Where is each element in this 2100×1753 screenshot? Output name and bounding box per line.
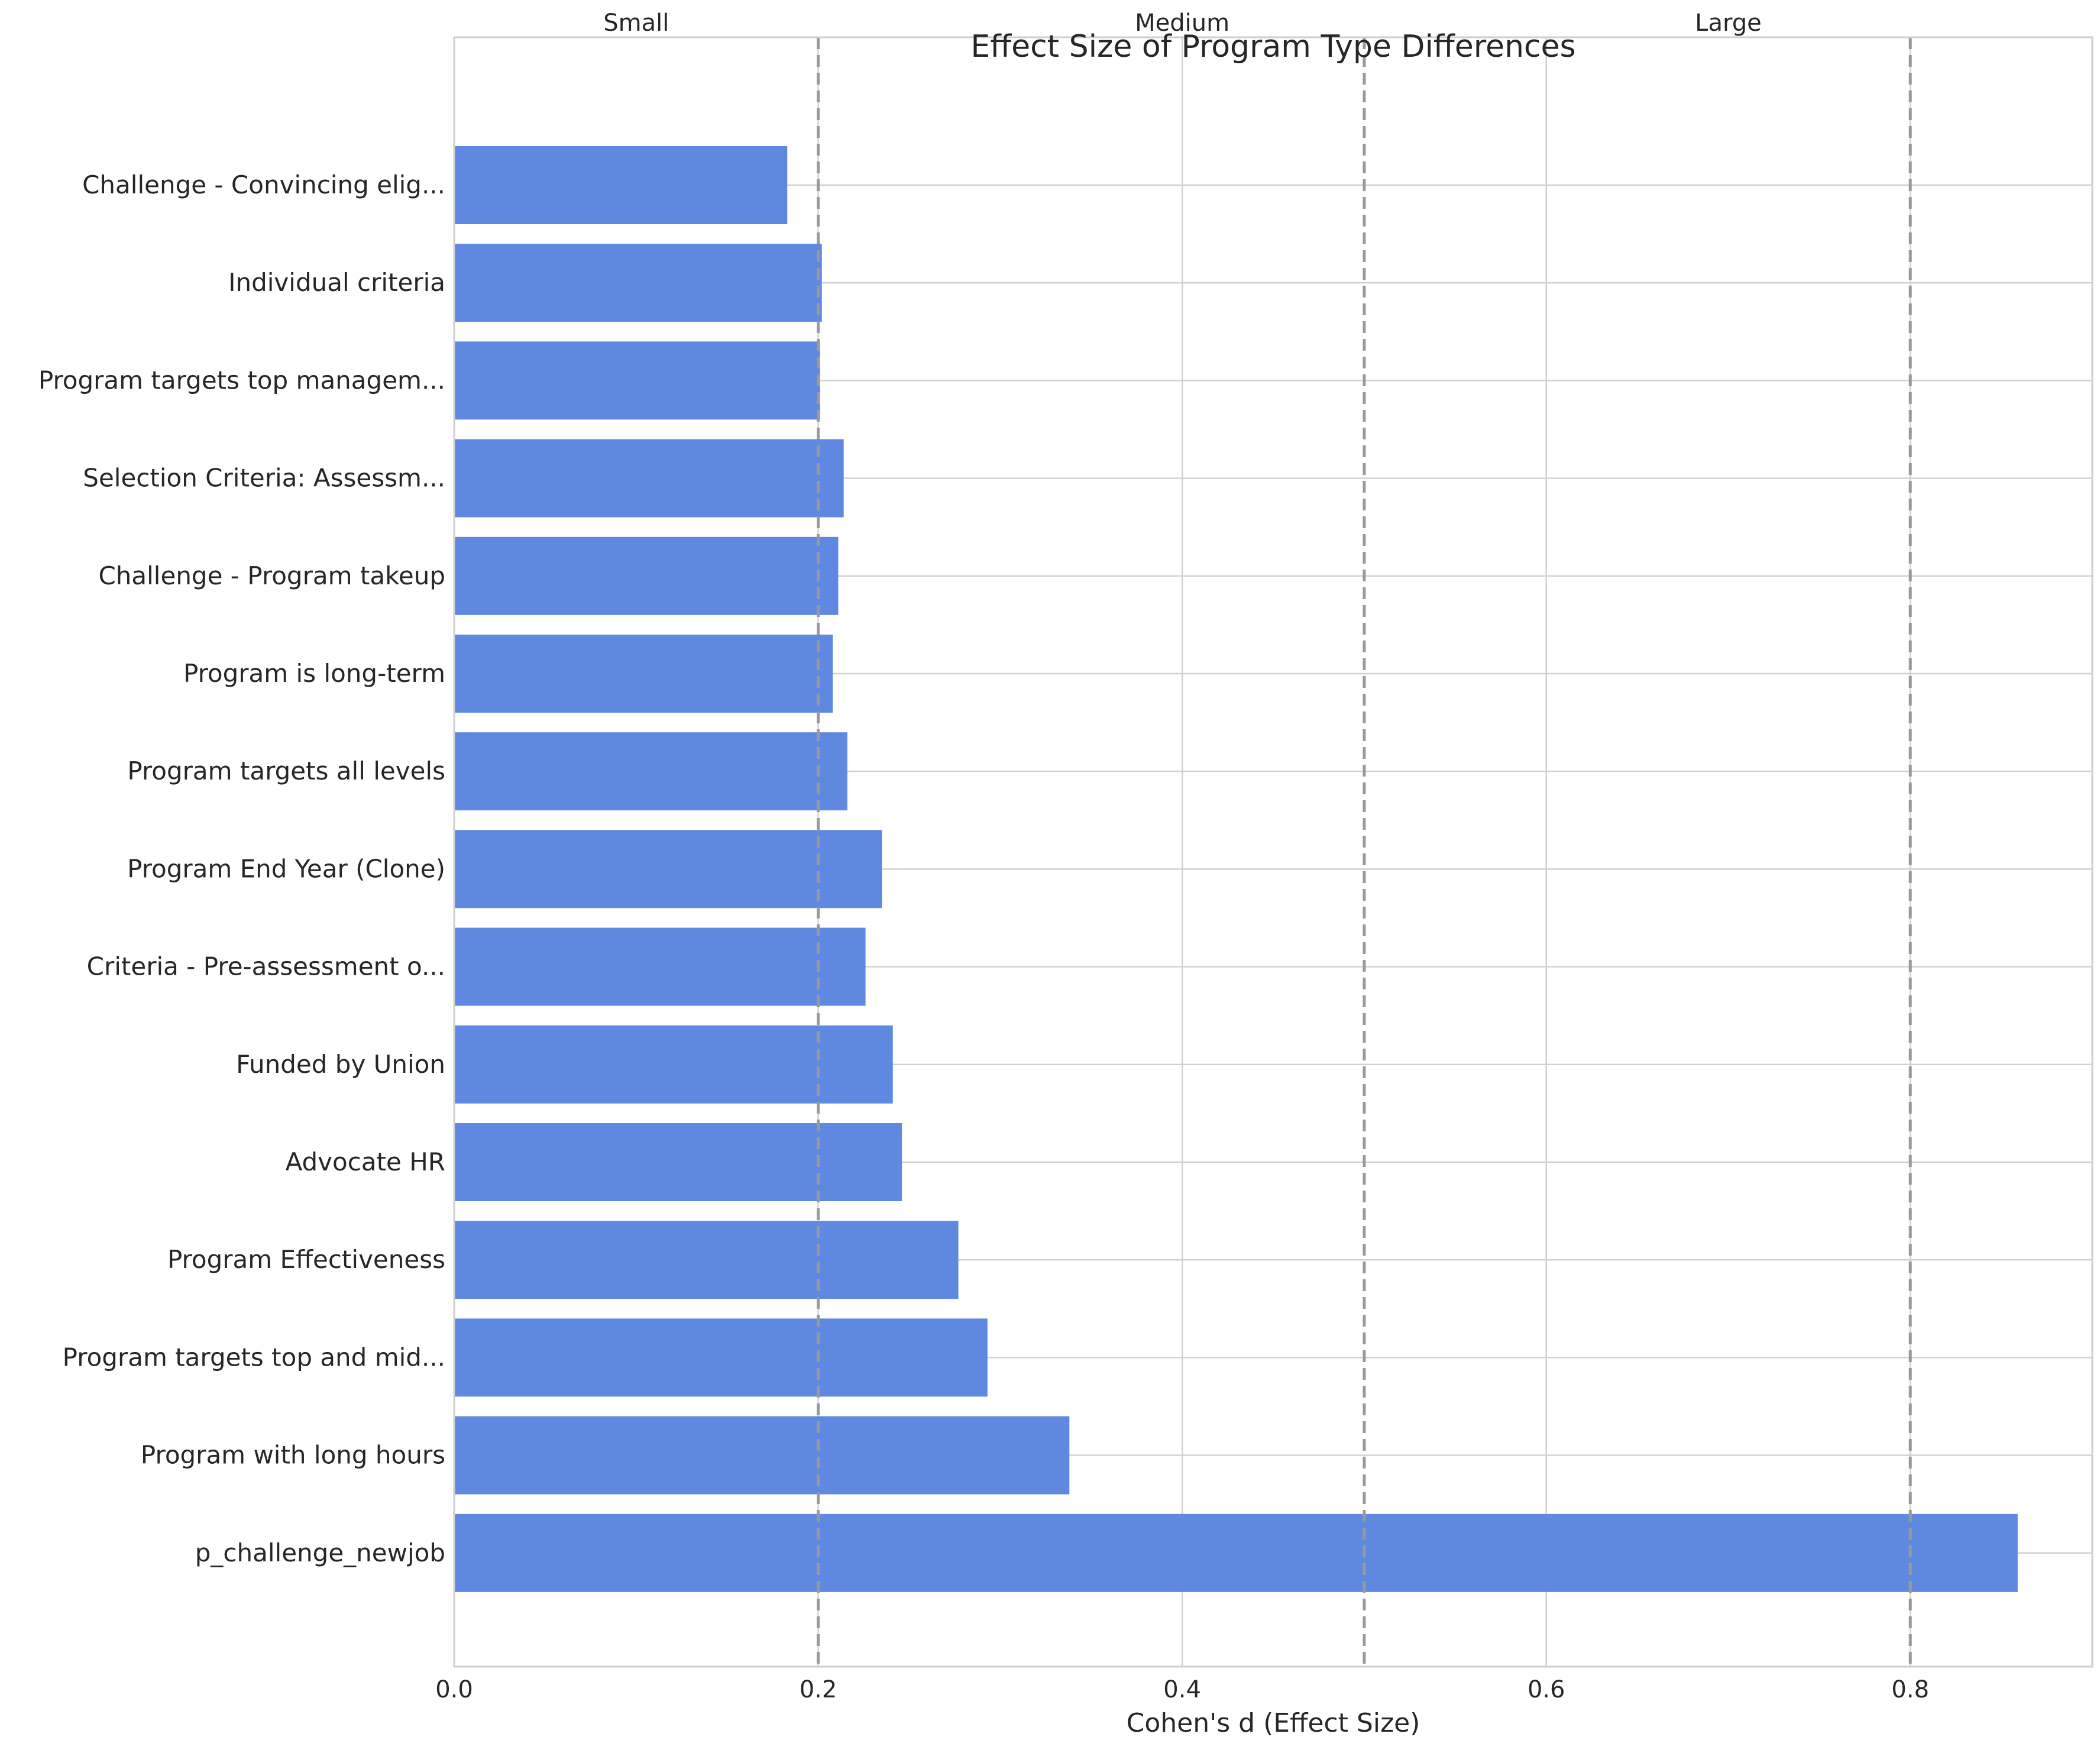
- bar: [454, 439, 844, 518]
- category-label: Program with long hours: [141, 1441, 445, 1470]
- x-tick-label: 0.6: [1528, 1676, 1565, 1703]
- x-tick-label: 0.4: [1163, 1676, 1201, 1703]
- category-label: Program targets top managem...: [38, 366, 445, 394]
- threshold-label: Large: [1695, 9, 1762, 37]
- bar: [454, 830, 882, 908]
- category-label: Program targets all levels: [127, 756, 445, 785]
- category-label: Selection Criteria: Assessm...: [83, 464, 445, 493]
- x-tick-labels: 0.0 0.2 0.4 0.6 0.8: [435, 1676, 1929, 1703]
- plot-frame: [453, 36, 2093, 1668]
- x-tick-label: 0.2: [800, 1676, 837, 1703]
- bar: [454, 146, 788, 224]
- category-label: Challenge - Convincing elig...: [82, 170, 445, 199]
- category-label: Advocate HR: [286, 1147, 445, 1176]
- category-labels: Challenge - Convincing elig... Individual…: [38, 170, 445, 1567]
- threshold-label: Medium: [1135, 9, 1229, 37]
- category-label: Program End Year (Clone): [127, 854, 445, 883]
- category-label: Criteria - Pre-assessment o...: [87, 952, 445, 981]
- bar: [454, 1221, 959, 1299]
- bars: [454, 146, 2018, 1592]
- x-tick-label: 0.0: [435, 1676, 473, 1703]
- x-axis-title: Cohen's d (Effect Size): [1127, 1708, 1421, 1738]
- bar: [454, 1513, 2018, 1592]
- bar: [454, 1416, 1070, 1495]
- bar: [454, 536, 839, 615]
- bar: [454, 1123, 902, 1201]
- threshold-label: Small: [603, 9, 669, 37]
- category-label: Program targets top and mid...: [63, 1343, 445, 1372]
- bar: [454, 341, 820, 420]
- bar: [454, 1025, 893, 1104]
- bar: [454, 732, 847, 811]
- category-label: Program is long-term: [183, 659, 445, 688]
- chart-title: Effect Size of Program Type Differences: [970, 29, 1575, 64]
- category-label: Funded by Union: [236, 1050, 445, 1079]
- category-label: Challenge - Program takeup: [98, 561, 445, 590]
- x-tick-label: 0.8: [1891, 1676, 1929, 1703]
- category-label: Individual criteria: [228, 268, 445, 297]
- category-label: Program Effectiveness: [167, 1245, 445, 1274]
- bar: [454, 927, 866, 1006]
- bar: [454, 244, 822, 322]
- threshold-lines: Small Medium Large: [603, 9, 1912, 1667]
- bar: [454, 635, 833, 713]
- category-label: p_challenge_newjob: [195, 1538, 445, 1567]
- bar: [454, 1318, 988, 1397]
